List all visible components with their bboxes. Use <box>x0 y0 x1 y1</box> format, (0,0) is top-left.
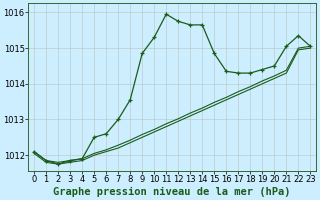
X-axis label: Graphe pression niveau de la mer (hPa): Graphe pression niveau de la mer (hPa) <box>53 186 291 197</box>
